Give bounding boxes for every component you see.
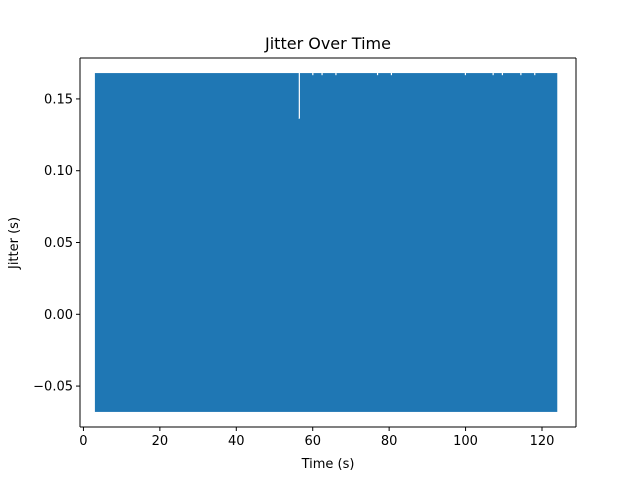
x-tick-label: 40	[228, 434, 245, 449]
y-tick-label: 0.10	[44, 164, 73, 179]
y-tick-label: 0.05	[44, 236, 73, 251]
series-edge-gap	[520, 72, 522, 76]
x-axis-ticks: 0 20 40 60 80 100 120	[79, 427, 554, 449]
series-edge-gap	[390, 72, 393, 76]
series-edge-gap	[464, 72, 467, 76]
chart-title: Jitter Over Time	[264, 34, 391, 53]
series-edge-gap	[312, 72, 314, 76]
series-edge-gap	[492, 72, 494, 76]
x-tick-label: 80	[381, 434, 398, 449]
series-edge-gap	[321, 72, 323, 76]
x-tick-label: 0	[79, 434, 87, 449]
x-tick-label: 20	[152, 434, 169, 449]
series-edge-gap	[376, 72, 379, 76]
plot-area	[79, 57, 577, 428]
series-line-jitter	[94, 73, 558, 412]
x-tick-label: 120	[530, 434, 555, 449]
y-tick-label: −0.05	[33, 380, 73, 395]
y-axis-ticks: −0.05 0.00 0.05 0.10 0.15	[33, 92, 80, 395]
x-tick-label: 100	[453, 434, 478, 449]
y-axis-label: Jitter (s)	[7, 217, 22, 270]
series-edge-gap	[335, 72, 337, 76]
series-edge-gap	[501, 72, 503, 76]
y-tick-label: 0.00	[44, 308, 73, 323]
series-edge-gap	[534, 72, 536, 76]
x-axis-label: Time (s)	[301, 457, 355, 472]
y-tick-label: 0.15	[44, 92, 73, 107]
x-tick-label: 60	[304, 434, 321, 449]
